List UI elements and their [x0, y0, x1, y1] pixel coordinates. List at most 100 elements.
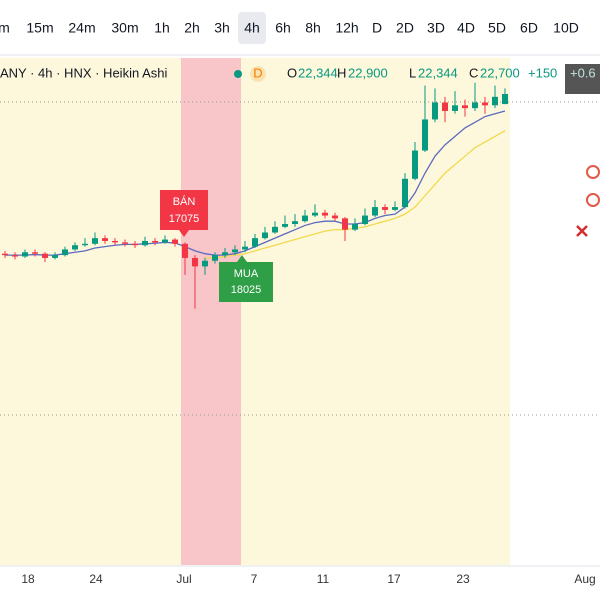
buy-price: 18025 — [231, 284, 262, 296]
interval-button[interactable]: 24m — [68, 20, 95, 36]
candle-body — [382, 207, 388, 210]
candle-body — [182, 243, 188, 258]
candle-body — [282, 224, 288, 227]
ohlc-value: 22,700 — [480, 65, 520, 80]
ohlc-key: H — [337, 65, 346, 80]
price-tag — [565, 64, 600, 94]
candle-body — [392, 207, 398, 210]
sell-text: BÁN — [173, 195, 196, 208]
toolbar: m 15m 24m 30m 1h 2h 3h 4h 6h 8h 12h D 2D 3D 4D 5D 6D 10D — [0, 12, 579, 44]
x-tick-label: Aug — [574, 572, 595, 586]
candle-body — [292, 221, 298, 225]
alert-icon[interactable] — [586, 165, 600, 179]
candle-body — [162, 239, 168, 243]
candle-body — [232, 249, 238, 253]
x-tick-label: 17 — [387, 572, 401, 586]
x-tick-label: 23 — [456, 572, 470, 586]
interval-button[interactable]: 30m — [111, 20, 138, 36]
change: +150 — [528, 65, 557, 80]
x-tick-label: 18 — [21, 572, 35, 586]
interval-button[interactable]: 3D — [427, 20, 445, 36]
interval-button[interactable]: 6D — [520, 20, 538, 36]
candle-body — [372, 207, 378, 216]
candle-body — [112, 240, 118, 243]
candle-body — [452, 105, 458, 111]
interval-button[interactable]: m — [0, 20, 10, 36]
candle-body — [442, 102, 448, 111]
sell-zone — [181, 58, 241, 565]
candle-body — [492, 96, 498, 106]
remove-icon[interactable] — [576, 225, 588, 237]
sell-price: 17075 — [169, 213, 200, 225]
change-pct: +0.6 — [570, 65, 596, 80]
candle-body — [482, 102, 488, 106]
alert-icon[interactable] — [586, 193, 600, 207]
interval-button[interactable]: 12h — [335, 20, 358, 36]
candle-body — [92, 238, 98, 244]
candle-body — [212, 255, 218, 261]
candle-body — [222, 252, 228, 256]
candle-body — [322, 212, 328, 216]
badge-bg — [250, 66, 266, 82]
candle-body — [472, 102, 478, 109]
interval-button[interactable]: D — [372, 20, 382, 36]
badge: D — [253, 65, 262, 80]
interval-button[interactable]: 1h — [154, 20, 170, 36]
sell-label — [160, 190, 208, 237]
interval-button[interactable]: 8h — [305, 20, 321, 36]
plot — [2, 82, 508, 309]
candle-body — [82, 243, 88, 246]
interval-button[interactable]: 2h — [184, 20, 200, 36]
candle-body — [152, 240, 158, 243]
candle-body — [342, 218, 348, 230]
candle-body — [332, 215, 338, 219]
candle-body — [462, 105, 468, 109]
interval-button[interactable]: 4h — [244, 20, 260, 36]
candle-body — [2, 253, 8, 256]
interval-button[interactable]: 4D — [457, 20, 475, 36]
ohlc-value: 22,344 — [298, 65, 338, 80]
candle-body — [102, 238, 108, 241]
x-tick-label: Jul — [176, 572, 191, 586]
candle-body — [242, 246, 248, 250]
candle-body — [252, 238, 258, 247]
x-tick-label: 24 — [89, 572, 103, 586]
buy-label — [219, 255, 273, 302]
candle-body — [62, 249, 68, 256]
candle-body — [52, 255, 58, 258]
candle-body — [72, 245, 78, 250]
interval-button[interactable]: 5D — [488, 20, 506, 36]
candle-body — [362, 215, 368, 225]
candle-body — [12, 255, 18, 257]
candle-body — [502, 94, 508, 105]
interval-button[interactable]: 3h — [214, 20, 230, 36]
candle-body — [402, 178, 408, 208]
candle-body — [22, 252, 28, 257]
active-interval — [238, 12, 266, 44]
ohlc-value: 22,900 — [348, 65, 388, 80]
x-tick-label: 11 — [317, 572, 330, 586]
candle-body — [42, 253, 48, 258]
interval-button[interactable]: 2D — [396, 20, 414, 36]
symbol: ANY · 4h · HNX · Heikin Ashi — [0, 65, 167, 80]
candle-body — [202, 260, 208, 267]
candle-body — [272, 226, 278, 233]
ohlc-key: O — [287, 65, 297, 80]
candle-body — [422, 119, 428, 151]
interval-button[interactable]: 15m — [26, 20, 53, 36]
candle-body — [172, 239, 178, 244]
candle-body — [412, 150, 418, 179]
interval-button[interactable]: 6h — [275, 20, 291, 36]
candle-body — [432, 102, 438, 120]
candle-body — [352, 224, 358, 230]
candle-body — [312, 212, 318, 216]
ohlc-value: 22,344 — [418, 65, 458, 80]
ohlc-key: L — [409, 65, 416, 80]
x-tick-label: 7 — [251, 572, 258, 586]
candle-body — [132, 243, 138, 246]
interval-button[interactable]: 10D — [553, 20, 579, 36]
chart-area — [0, 58, 510, 565]
candle-body — [122, 242, 128, 244]
candle-body — [192, 257, 198, 267]
ohlc-key: C — [469, 65, 478, 80]
